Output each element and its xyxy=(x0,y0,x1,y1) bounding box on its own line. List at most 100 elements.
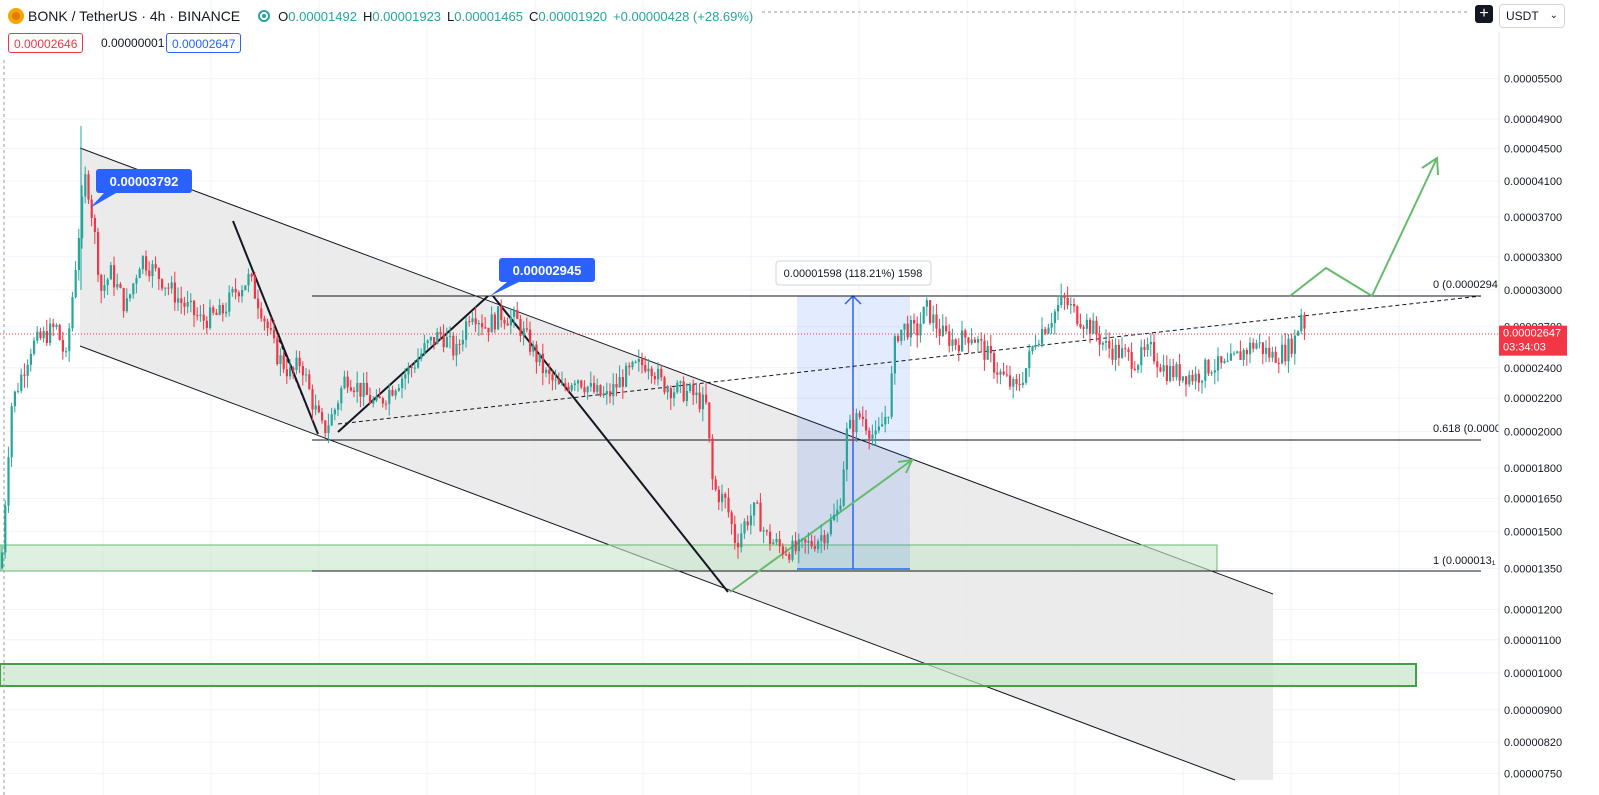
candle-body xyxy=(1185,376,1188,385)
measure-label: 0.00001598 (118.21%) 1598 xyxy=(784,268,923,280)
candle-body xyxy=(1303,314,1306,329)
candle-body xyxy=(1015,379,1018,384)
candle-body xyxy=(1082,327,1085,329)
candle-body xyxy=(205,320,208,329)
candle-body xyxy=(4,505,7,553)
candle-body xyxy=(589,383,592,387)
ohlc-close-label: C xyxy=(528,8,539,24)
plus-icon[interactable]: + xyxy=(1475,5,1493,23)
candle-body xyxy=(404,374,407,379)
chart-header: BONK / TetherUS · 4h · BINANCE O 0.000014… xyxy=(0,0,753,32)
candle-body xyxy=(561,383,564,385)
candle-body xyxy=(193,300,196,316)
candle-body xyxy=(1140,347,1143,366)
candle-body xyxy=(1130,351,1133,369)
candle-body xyxy=(929,300,932,324)
ohlc-low: 0.00001465 xyxy=(454,8,523,24)
candle-body xyxy=(401,378,404,389)
candle-body xyxy=(1153,341,1156,362)
price-tick-label: 0.00002200 xyxy=(1504,393,1562,405)
candle-body xyxy=(679,381,682,383)
symbol-title[interactable]: BONK / TetherUS · 4h · BINANCE xyxy=(28,8,241,24)
candle-body xyxy=(948,331,951,346)
buy-price-button[interactable]: 0.00002647 xyxy=(166,33,242,53)
green-rise-arrowhead xyxy=(897,458,914,474)
candle-body xyxy=(10,406,13,458)
candle-body xyxy=(138,269,141,279)
candle-body xyxy=(289,367,292,377)
candle-body xyxy=(529,329,532,352)
candle-body xyxy=(845,428,848,470)
candle-body xyxy=(490,314,493,333)
candle-body xyxy=(1287,338,1290,362)
spread-value: 0.00000001 xyxy=(101,36,165,50)
ohlc-high-label: H xyxy=(362,8,373,24)
candle-body xyxy=(775,539,778,543)
candle-body xyxy=(340,388,343,404)
candle-body xyxy=(1271,351,1274,358)
price-tick-label: 0.00001800 xyxy=(1504,463,1562,475)
candle-body xyxy=(1233,353,1236,355)
candle-body xyxy=(49,323,52,343)
candle-body xyxy=(1133,368,1136,370)
candle-body xyxy=(20,374,23,391)
candle-body xyxy=(1290,338,1293,354)
fib-label: 0.618 (0.0000 xyxy=(1433,423,1501,435)
candle-body xyxy=(349,387,352,391)
candle-body xyxy=(1178,364,1181,381)
candle-body xyxy=(692,384,695,396)
candle-body xyxy=(785,554,788,556)
candle-body xyxy=(1098,334,1101,345)
candle-body xyxy=(641,359,644,366)
currency-value: USDT xyxy=(1506,9,1539,23)
candle-body xyxy=(445,336,448,348)
wave-line-1 xyxy=(232,220,319,435)
candle-body xyxy=(1255,343,1258,349)
candle-body xyxy=(903,323,906,330)
candle-body xyxy=(557,379,560,385)
candle-body xyxy=(305,374,308,376)
candle-body xyxy=(525,328,528,330)
candle-body xyxy=(548,369,551,375)
candle-body xyxy=(884,416,887,425)
candle-body xyxy=(961,330,964,352)
candle-body xyxy=(84,174,87,197)
price-axis-bg xyxy=(1499,32,1599,795)
candle-body xyxy=(161,279,164,289)
price-tick-label: 0.00001350 xyxy=(1504,563,1562,575)
candle-body xyxy=(429,337,432,341)
candle-body xyxy=(1053,311,1056,324)
candle-body xyxy=(1149,341,1152,345)
candle-body xyxy=(1009,375,1012,387)
candle-body xyxy=(362,382,365,397)
candle-body xyxy=(337,403,340,410)
sell-price-button[interactable]: 0.00002646 xyxy=(8,33,84,53)
candle-body xyxy=(407,366,410,375)
candle-body xyxy=(125,298,128,312)
candle-body xyxy=(650,368,653,376)
candle-body xyxy=(673,392,676,399)
candle-body xyxy=(33,340,36,354)
candle-body xyxy=(865,419,868,431)
candle-body xyxy=(1005,374,1008,376)
candle-body xyxy=(148,270,151,277)
eye-icon[interactable] xyxy=(258,10,271,22)
candle-body xyxy=(372,400,375,404)
candle-body xyxy=(810,541,813,547)
candle-body xyxy=(391,389,394,396)
candle-body xyxy=(1050,323,1053,328)
candle-body xyxy=(791,540,794,560)
currency-select[interactable]: USDT ⌄ xyxy=(1499,4,1565,28)
candle-body xyxy=(1089,319,1092,334)
candle-body xyxy=(68,328,71,352)
candle-body xyxy=(500,306,503,320)
candle-body xyxy=(612,384,615,397)
candle-body xyxy=(477,322,480,325)
candle-body xyxy=(237,292,240,297)
candle-body xyxy=(1111,348,1114,360)
last-price-badge xyxy=(1499,325,1567,356)
candle-body xyxy=(103,285,106,291)
candle-body xyxy=(333,409,336,415)
candle-body xyxy=(135,278,138,284)
